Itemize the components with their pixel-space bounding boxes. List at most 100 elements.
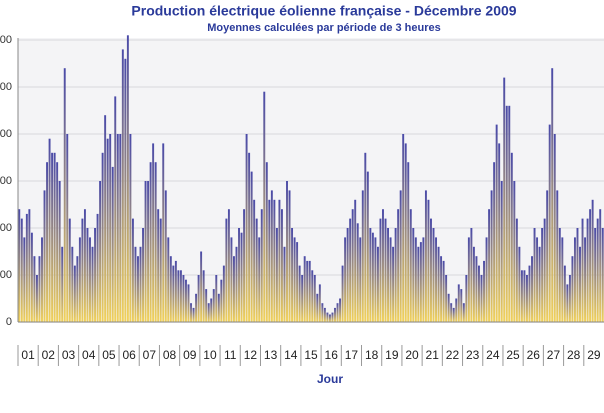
bar: [238, 228, 240, 322]
bar: [528, 265, 531, 322]
bar: [442, 260, 445, 322]
bar: [248, 152, 251, 322]
bar: [83, 209, 86, 322]
bar: [137, 256, 139, 322]
x-tick-label: 24: [486, 348, 500, 362]
x-tick-label: 09: [183, 348, 197, 362]
bar: [591, 199, 594, 322]
bar: [278, 199, 281, 322]
bar: [553, 134, 556, 322]
x-tick-label: 22: [446, 348, 460, 362]
bar: [106, 138, 109, 322]
bar: [376, 246, 379, 322]
bar: [172, 265, 175, 322]
bar: [513, 181, 516, 322]
x-tick-label: 28: [567, 348, 581, 362]
bar: [450, 303, 453, 322]
y-tick-label: 3000: [0, 34, 12, 46]
bar: [76, 256, 79, 322]
bar: [371, 232, 374, 322]
bar: [232, 256, 235, 322]
bar: [164, 190, 167, 322]
bar: [258, 237, 261, 322]
x-tick-label: 04: [82, 348, 96, 362]
bar: [584, 237, 587, 322]
bar: [336, 303, 339, 322]
bar: [46, 162, 49, 322]
bar: [222, 265, 225, 322]
x-tick-label: 08: [163, 348, 177, 362]
bar: [460, 289, 463, 322]
bar: [23, 237, 26, 322]
bar: [589, 209, 592, 322]
bar: [245, 134, 248, 322]
bar: [25, 213, 28, 322]
bar: [109, 134, 112, 322]
x-tick-label: 11: [224, 348, 237, 362]
bar: [485, 237, 488, 322]
x-tick-label: 23: [466, 348, 480, 362]
bar: [162, 143, 165, 322]
y-tick-label: 0: [6, 316, 12, 328]
bar: [432, 228, 435, 322]
bar: [417, 246, 420, 322]
bar: [197, 275, 200, 322]
bar: [427, 199, 430, 322]
bar: [536, 237, 539, 322]
bar: [356, 223, 359, 322]
bar: [20, 218, 23, 322]
bar: [470, 228, 473, 322]
bar: [581, 218, 584, 322]
bar: [94, 228, 97, 322]
x-tick-label: 19: [385, 348, 399, 362]
bar: [475, 256, 478, 322]
bar: [467, 237, 470, 322]
bar: [58, 181, 61, 322]
bar: [131, 218, 134, 322]
bar: [56, 162, 59, 322]
x-tick-label: 15: [304, 348, 318, 362]
bar: [520, 270, 523, 322]
bar: [525, 275, 528, 322]
bar: [38, 256, 41, 322]
bar: [382, 209, 384, 322]
bar: [455, 298, 458, 322]
bar: [286, 181, 288, 322]
bar: [255, 218, 258, 322]
bar: [349, 218, 352, 322]
bar: [101, 152, 104, 322]
bar: [334, 307, 336, 322]
y-tick-label: 500: [0, 269, 12, 281]
bar: [253, 199, 256, 322]
bar: [91, 246, 94, 322]
bar: [571, 256, 574, 322]
x-axis-label: Jour: [317, 372, 343, 386]
bar: [344, 237, 347, 322]
bar: [144, 181, 147, 322]
bar: [280, 209, 283, 322]
bar: [152, 143, 155, 322]
bar: [326, 312, 329, 322]
bar: [291, 228, 294, 322]
bar: [437, 246, 440, 322]
bar: [548, 124, 551, 322]
bar: [354, 199, 357, 322]
y-tick-label: 1500: [0, 175, 12, 187]
bar: [531, 256, 533, 322]
bar: [389, 237, 392, 322]
bar: [296, 242, 299, 322]
bar: [121, 49, 124, 323]
x-tick-label: 29: [587, 348, 601, 362]
bar: [430, 218, 432, 322]
bar: [387, 228, 390, 322]
bar: [119, 134, 122, 322]
bar: [498, 143, 501, 322]
bar: [316, 293, 319, 322]
bar: [288, 190, 291, 322]
bar: [66, 134, 69, 322]
bar: [366, 171, 369, 322]
bar: [510, 152, 513, 322]
bar: [490, 190, 493, 322]
bar: [217, 293, 220, 322]
bar: [134, 246, 137, 322]
